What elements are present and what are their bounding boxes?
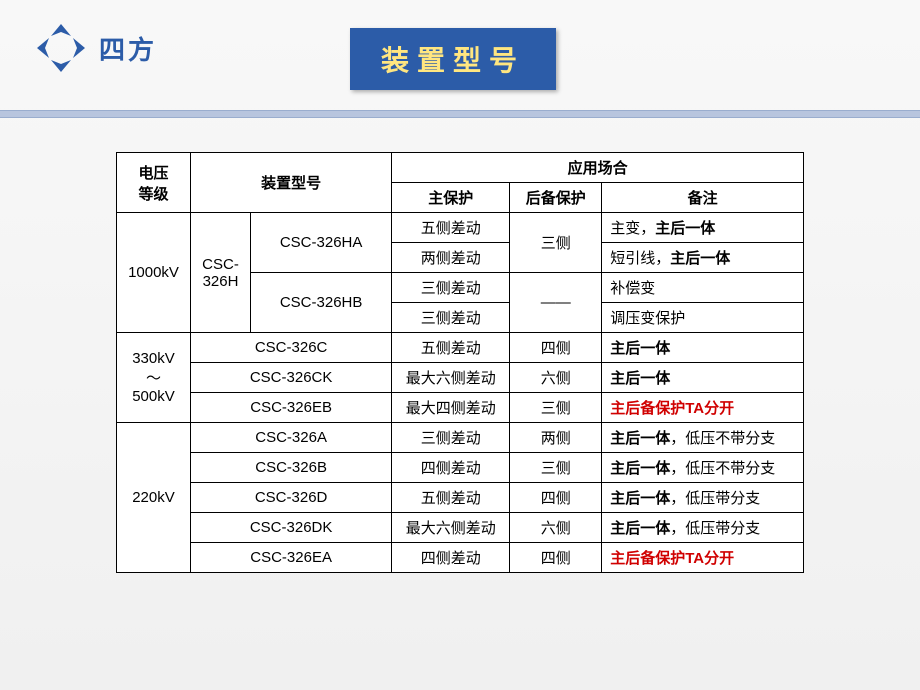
model-cell: CSC-326DK <box>191 513 392 543</box>
remark-cell: 主后备保护TA分开 <box>602 393 804 423</box>
remark-cell: 调压变保护 <box>602 303 804 333</box>
remark-cell: 短引线，主后一体 <box>602 243 804 273</box>
main-cell: 五侧差动 <box>392 213 510 243</box>
table-row: CSC-326B 四侧差动 三侧 主后一体，低压不带分支 <box>117 453 804 483</box>
col-application: 应用场合 <box>392 153 804 183</box>
remark-cell: 主后一体 <box>602 363 804 393</box>
main-cell: 最大六侧差动 <box>392 363 510 393</box>
model-cell: CSC-326CK <box>191 363 392 393</box>
backup-cell: 四侧 <box>510 483 602 513</box>
remark-cell: 主后一体 <box>602 333 804 363</box>
voltage-cell: 330kV ～ 500kV <box>117 333 191 423</box>
header-separator <box>0 110 920 118</box>
table-header-row-1: 电压 等级 装置型号 应用场合 <box>117 153 804 183</box>
main-cell: 四侧差动 <box>392 453 510 483</box>
model-cell: CSC-326A <box>191 423 392 453</box>
slide-title-box: 装置型号 <box>350 28 556 90</box>
backup-cell: 三侧 <box>510 213 602 273</box>
main-cell: 三侧差动 <box>392 273 510 303</box>
col-remark: 备注 <box>602 183 804 213</box>
remark-cell: 主后一体，低压带分支 <box>602 513 804 543</box>
main-cell: 最大四侧差动 <box>392 393 510 423</box>
slide-title: 装置型号 <box>381 45 525 76</box>
slide-header: 四方 装置型号 <box>0 0 920 115</box>
backup-cell: —— <box>510 273 602 333</box>
main-cell: 最大六侧差动 <box>392 513 510 543</box>
model-cell: CSC-326EB <box>191 393 392 423</box>
brand-name: 四方 <box>99 30 157 67</box>
model-cell: CSC-326B <box>191 453 392 483</box>
backup-cell: 三侧 <box>510 453 602 483</box>
remark-cell: 主后一体，低压不带分支 <box>602 453 804 483</box>
col-voltage: 电压 等级 <box>117 153 191 213</box>
remark-cell: 主后一体，低压不带分支 <box>602 423 804 453</box>
table-row: CSC-326EA 四侧差动 四侧 主后备保护TA分开 <box>117 543 804 573</box>
table-row: CSC-326EB 最大四侧差动 三侧 主后备保护TA分开 <box>117 393 804 423</box>
backup-cell: 三侧 <box>510 393 602 423</box>
main-cell: 五侧差动 <box>392 333 510 363</box>
table-row: CSC-326CK 最大六侧差动 六侧 主后一体 <box>117 363 804 393</box>
backup-cell: 四侧 <box>510 333 602 363</box>
remark-cell: 主后一体，低压带分支 <box>602 483 804 513</box>
model-parent-cell: CSC-326H <box>191 213 251 333</box>
main-cell: 五侧差动 <box>392 483 510 513</box>
sifang-logo-icon <box>35 22 87 74</box>
backup-cell: 四侧 <box>510 543 602 573</box>
backup-cell: 六侧 <box>510 513 602 543</box>
table-row: 330kV ～ 500kV CSC-326C 五侧差动 四侧 主后一体 <box>117 333 804 363</box>
table-row: CSC-326D 五侧差动 四侧 主后一体，低压带分支 <box>117 483 804 513</box>
model-cell: CSC-326D <box>191 483 392 513</box>
main-cell: 三侧差动 <box>392 303 510 333</box>
main-cell: 四侧差动 <box>392 543 510 573</box>
main-cell: 两侧差动 <box>392 243 510 273</box>
table-row: 220kV CSC-326A 三侧差动 两侧 主后一体，低压不带分支 <box>117 423 804 453</box>
table-row: CSC-326DK 最大六侧差动 六侧 主后一体，低压带分支 <box>117 513 804 543</box>
model-table-container: 电压 等级 装置型号 应用场合 主保护 后备保护 备注 1000kV CSC-3… <box>116 152 804 573</box>
model-sub-cell: CSC-326HB <box>251 273 392 333</box>
main-cell: 三侧差动 <box>392 423 510 453</box>
model-table: 电压 等级 装置型号 应用场合 主保护 后备保护 备注 1000kV CSC-3… <box>116 152 804 573</box>
remark-cell: 补偿变 <box>602 273 804 303</box>
col-model: 装置型号 <box>191 153 392 213</box>
model-cell: CSC-326EA <box>191 543 392 573</box>
voltage-cell: 220kV <box>117 423 191 573</box>
remark-cell: 主变，主后一体 <box>602 213 804 243</box>
col-backup-protect: 后备保护 <box>510 183 602 213</box>
model-cell: CSC-326C <box>191 333 392 363</box>
table-row: 1000kV CSC-326H CSC-326HA 五侧差动 三侧 主变，主后一… <box>117 213 804 243</box>
backup-cell: 两侧 <box>510 423 602 453</box>
brand-logo-area: 四方 <box>35 22 157 74</box>
col-main-protect: 主保护 <box>392 183 510 213</box>
model-sub-cell: CSC-326HA <box>251 213 392 273</box>
remark-cell: 主后备保护TA分开 <box>602 543 804 573</box>
voltage-cell: 1000kV <box>117 213 191 333</box>
backup-cell: 六侧 <box>510 363 602 393</box>
